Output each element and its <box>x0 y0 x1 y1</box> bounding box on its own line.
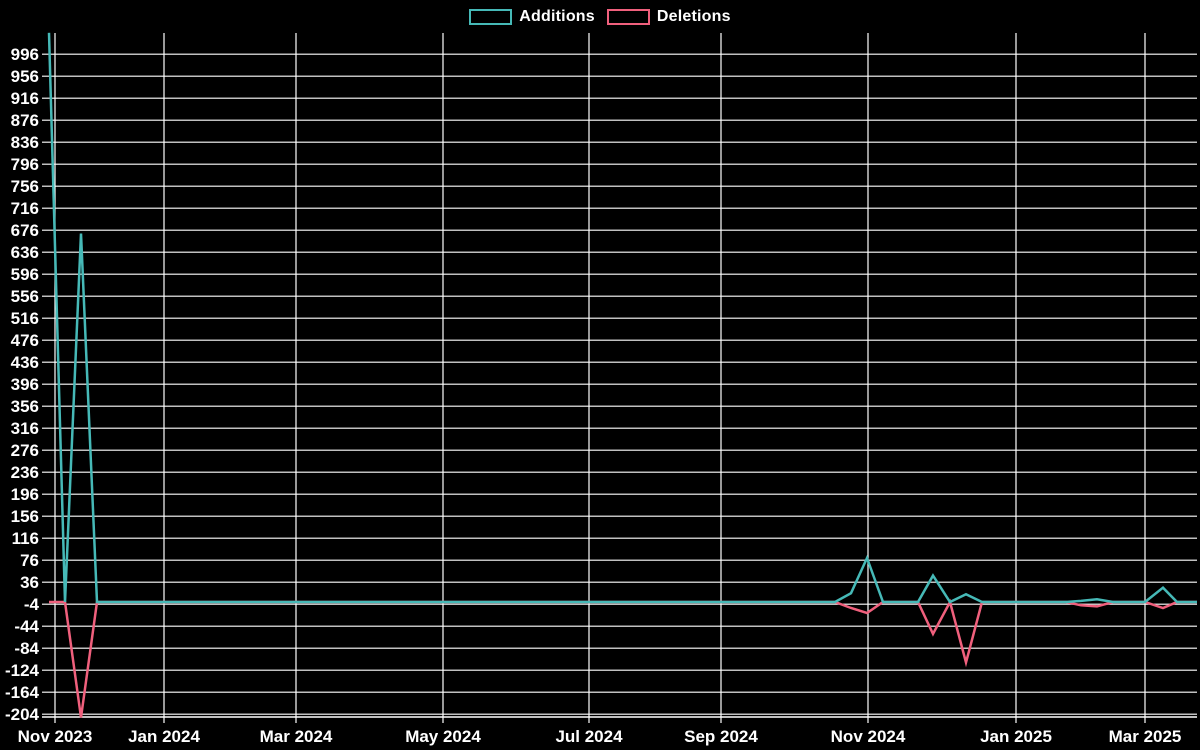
additions-label: Additions <box>519 8 595 25</box>
y-tick-label: -44 <box>14 617 39 636</box>
y-tick-label: 716 <box>11 199 39 218</box>
y-tick-label: 196 <box>11 485 39 504</box>
y-tick-label: 276 <box>11 441 39 460</box>
y-tick-label: 836 <box>11 133 39 152</box>
legend: Additions Deletions <box>0 8 1200 26</box>
y-tick-label: 796 <box>11 155 39 174</box>
y-tick-label: 756 <box>11 177 39 196</box>
legend-item-additions: Additions <box>469 8 595 26</box>
deletions-line <box>49 598 1197 718</box>
y-tick-label: 156 <box>11 507 39 526</box>
x-tick-label: May 2024 <box>405 727 481 746</box>
y-tick-label: 916 <box>11 89 39 108</box>
x-tick-label: Mar 2024 <box>260 727 333 746</box>
y-tick-label: 876 <box>11 111 39 130</box>
y-tick-label: 996 <box>11 45 39 64</box>
y-tick-label: 556 <box>11 287 39 306</box>
y-tick-label: 116 <box>12 529 39 548</box>
y-tick-label: 596 <box>11 265 39 284</box>
additions-line <box>47 32 1197 604</box>
y-tick-label: 676 <box>11 221 39 240</box>
y-tick-label: 356 <box>11 397 39 416</box>
additions-swatch <box>469 9 513 25</box>
y-tick-label: -84 <box>14 639 39 658</box>
x-tick-label: Sep 2024 <box>684 727 758 746</box>
deletions-label: Deletions <box>656 8 731 25</box>
y-tick-label: -204 <box>5 705 40 724</box>
y-tick-label: 636 <box>11 243 39 262</box>
y-tick-label: 236 <box>11 463 39 482</box>
x-tick-label: Jul 2024 <box>555 727 623 746</box>
y-tick-label: -4 <box>24 595 40 614</box>
y-tick-label: 36 <box>20 573 39 592</box>
y-tick-label: 436 <box>11 353 39 372</box>
y-tick-label: -124 <box>5 661 40 680</box>
x-tick-label: Jan 2024 <box>128 727 200 746</box>
y-tick-label: -164 <box>5 683 40 702</box>
x-tick-label: Nov 2024 <box>831 727 906 746</box>
y-tick-label: 396 <box>11 375 39 394</box>
x-tick-label: Nov 2023 <box>18 727 93 746</box>
y-tick-label: 76 <box>20 551 39 570</box>
x-tick-label: Jan 2025 <box>980 727 1052 746</box>
legend-item-deletions: Deletions <box>606 8 731 26</box>
y-tick-label: 476 <box>11 331 39 350</box>
deletions-swatch <box>606 9 650 25</box>
y-tick-label: 956 <box>11 67 39 86</box>
y-tick-label: 316 <box>11 419 39 438</box>
x-tick-label: Mar 2025 <box>1109 727 1182 746</box>
y-tick-label: 516 <box>11 309 39 328</box>
